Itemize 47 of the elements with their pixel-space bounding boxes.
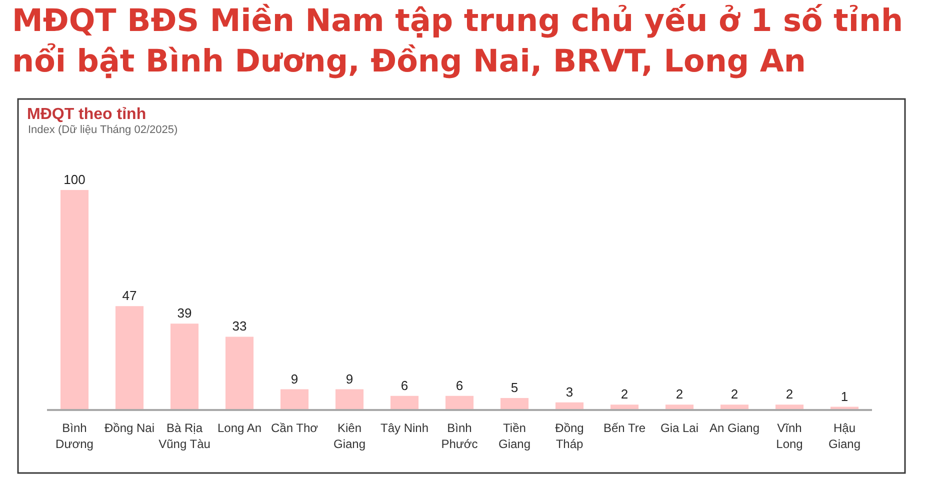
bar (610, 404, 639, 409)
chart-subtitle: MĐQT theo tỉnh (27, 106, 146, 123)
x-tick-label: Hậu Giang (828, 421, 861, 451)
data-label: 2 (786, 386, 794, 402)
data-label: 100 (64, 172, 86, 187)
bar (775, 404, 804, 409)
data-label: 33 (232, 318, 247, 334)
x-tick-label: Bình Phước (441, 421, 478, 451)
data-label: 5 (510, 380, 518, 396)
data-label: 6 (400, 378, 408, 393)
x-tick-label: Đồng Nai (104, 421, 155, 436)
x-tick-label: Cần Thơ (270, 421, 318, 436)
bar (445, 396, 474, 409)
x-tick-label: Bình Dương (56, 421, 94, 451)
bar (390, 396, 419, 409)
x-tick-label: An Giang (709, 421, 760, 436)
bar (225, 336, 254, 409)
x-tick-label: Vĩnh Long (776, 421, 803, 451)
bar (60, 190, 89, 409)
data-label: 2 (676, 386, 684, 402)
x-tick-label: Tây Ninh (380, 421, 429, 436)
bar (720, 404, 749, 409)
data-label: 6 (456, 378, 464, 393)
text: Index (Dữ liệu Tháng 02/2025) (28, 124, 178, 136)
data-label: 47 (122, 288, 137, 304)
x-tick-label: Tiền Giang (498, 421, 531, 451)
x-tick-label: Bến Tre (603, 421, 646, 436)
bar (170, 324, 199, 409)
x-tick-label: Long An (217, 421, 262, 436)
data-label: 1 (840, 388, 848, 404)
bar (280, 389, 309, 409)
x-tick-label: Gia Lai (660, 421, 699, 436)
chart-title: MĐQT BĐS Miền Nam tập trung chủ yếu ở 1 số tỉnh nổi bật Bình Dương, Đồng Nai, BRVT, Long An (12, 3, 904, 80)
data-label: 9 (290, 371, 298, 386)
data-label: 3 (566, 384, 574, 400)
bar (500, 398, 529, 409)
x-tick-label: Kiên Giang (333, 421, 366, 451)
data-label: 2 (620, 386, 628, 402)
data-label: 9 (346, 371, 354, 386)
data-label: 2 (730, 386, 738, 402)
x-tick-label: Bà Rịa Vũng Tàu (158, 421, 210, 451)
data-label: 39 (177, 306, 192, 321)
bar (115, 306, 144, 409)
bar (665, 404, 694, 409)
bar (555, 402, 584, 409)
bar (335, 389, 364, 409)
x-tick-label: Đồng Tháp (555, 421, 584, 451)
